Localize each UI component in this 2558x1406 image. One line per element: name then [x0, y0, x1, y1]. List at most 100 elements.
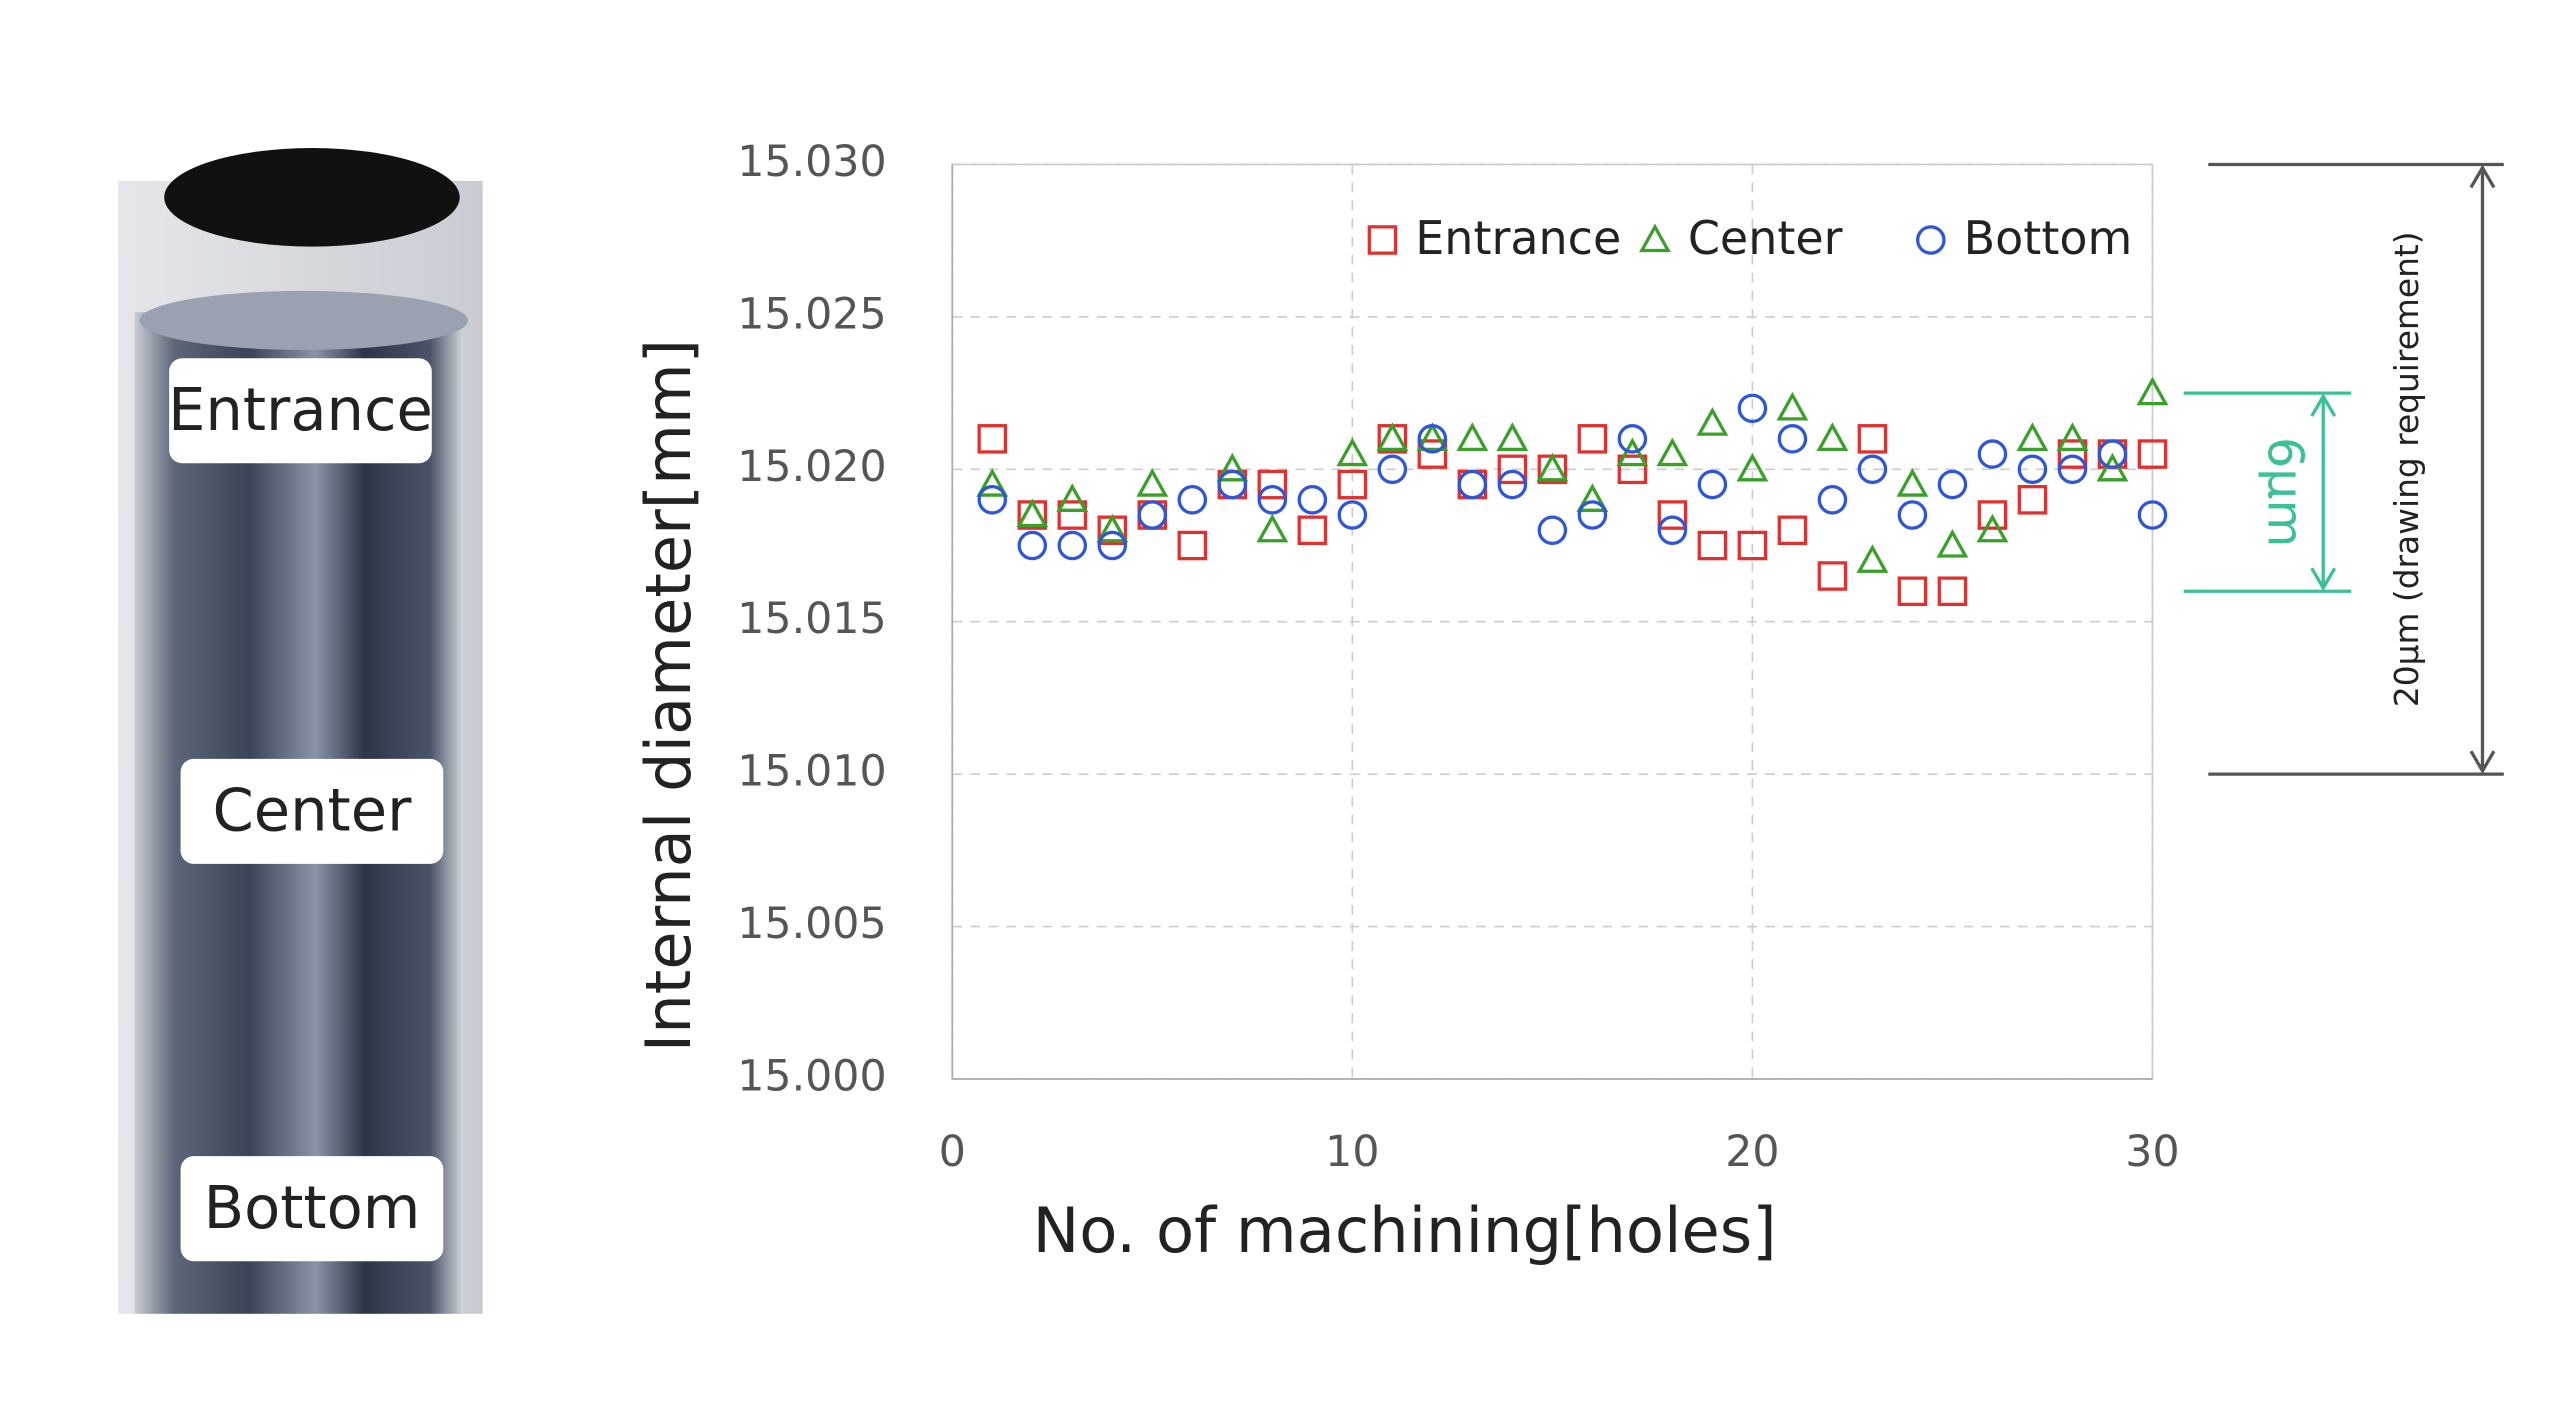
x-tick-label: 10: [1325, 1127, 1379, 1177]
photo-label-box: [180, 1156, 444, 1262]
data-point: [1297, 485, 1328, 515]
data-point: [2016, 422, 2049, 451]
photo-label: Center: [212, 776, 412, 845]
data-point: [976, 468, 1009, 497]
data-point: [1377, 454, 1408, 485]
data-point: [1137, 500, 1168, 530]
data-point: [2017, 454, 2048, 485]
data-point: [1976, 513, 2009, 543]
data-point: [1496, 422, 1529, 451]
data-point: [1777, 515, 1808, 546]
photo-label: Bottom: [204, 1173, 421, 1242]
y-tick-label: 15.000: [737, 1051, 886, 1101]
data-point: [1937, 576, 1968, 607]
data-point: [1736, 452, 1769, 482]
data-point: [1456, 422, 1489, 451]
data-point: [1737, 393, 1768, 424]
data-point: [1737, 530, 1768, 561]
dimension-label: 6μm: [2257, 437, 2315, 548]
photo-label: Entrance: [168, 375, 433, 444]
data-point: [1817, 485, 1848, 515]
data-point: [1376, 422, 1409, 451]
bore-rim: [139, 290, 468, 351]
data-point: [977, 485, 1008, 515]
data-point: [1336, 437, 1369, 467]
data-point: [2056, 422, 2089, 451]
data-point: [1776, 391, 1809, 421]
x-tick-label: 0: [939, 1127, 966, 1177]
data-point: [1897, 576, 1928, 607]
y-tick-label: 15.005: [737, 899, 886, 949]
data-point: [1936, 529, 1969, 558]
legend-marker: [1367, 225, 1398, 255]
data-point: [2136, 376, 2169, 406]
data-point: [2096, 452, 2129, 482]
data-point: [2097, 439, 2128, 469]
arrow-head: [2310, 393, 2337, 592]
x-tick-label: 20: [1725, 1127, 1779, 1177]
data-point: [1817, 561, 1848, 591]
data-point: [1337, 469, 1368, 500]
x-axis-title: No. of machining[holes]: [1033, 1194, 1777, 1267]
data-point: [1257, 469, 1288, 500]
data-point: [1216, 452, 1249, 482]
data-point: [1576, 483, 1609, 512]
data-point: [2057, 454, 2088, 485]
data-point: [1896, 468, 1929, 497]
data-point: [1617, 454, 1648, 485]
data-point: [2137, 439, 2168, 469]
data-point: [2137, 500, 2168, 530]
legend-label: Center: [1688, 211, 1843, 265]
data-point: [1577, 500, 1608, 530]
data-point: [1097, 530, 1128, 561]
legend-label: Bottom: [1964, 211, 2133, 265]
data-point: [1096, 513, 1129, 543]
y-tick-label: 15.015: [737, 594, 886, 644]
legend-label: Entrance: [1415, 211, 1621, 265]
data-point: [1056, 483, 1089, 512]
data-point: [1816, 422, 1849, 451]
data-point: [1416, 422, 1449, 451]
data-point: [1017, 530, 1048, 561]
data-point: [1497, 469, 1528, 500]
data-point: [977, 424, 1008, 454]
y-tick-label: 15.025: [737, 289, 886, 339]
data-point: [1897, 500, 1928, 530]
data-point: [1417, 424, 1448, 454]
data-point: [1777, 424, 1808, 454]
y-tick-label: 15.010: [737, 747, 886, 797]
y-tick-label: 15.020: [737, 442, 886, 492]
data-point: [1616, 437, 1649, 467]
data-point: [1177, 485, 1208, 515]
data-point: [1497, 454, 1528, 485]
data-point: [1417, 439, 1448, 469]
data-point: [1217, 469, 1248, 500]
photo-label-box: [180, 758, 444, 864]
x-tick-label: 30: [2125, 1127, 2179, 1177]
data-point: [1577, 424, 1608, 454]
photo-label-box: [169, 358, 432, 464]
y-tick-label: 15.030: [737, 137, 886, 187]
data-point: [1937, 469, 1968, 500]
data-point: [1536, 452, 1569, 482]
legend-marker: [1916, 225, 1946, 255]
data-point: [1977, 439, 2008, 469]
data-point: [2017, 485, 2048, 515]
data-point: [1697, 469, 1728, 500]
data-point: [1256, 513, 1289, 543]
data-point: [1136, 468, 1169, 497]
arrow-head: [2469, 164, 2496, 775]
data-point: [1657, 500, 1688, 530]
data-point: [1457, 469, 1488, 500]
dimension-label: 20μm (drawing requirement): [2388, 231, 2426, 707]
data-point: [1257, 485, 1288, 515]
data-point: [1617, 424, 1648, 454]
y-axis-title: Internal diameter[mm]: [632, 339, 705, 1052]
legend-marker: [1639, 223, 1671, 253]
data-point: [1537, 515, 1568, 546]
data-point: [1016, 498, 1049, 528]
data-point: [2057, 439, 2088, 469]
bore-top: [164, 148, 460, 247]
